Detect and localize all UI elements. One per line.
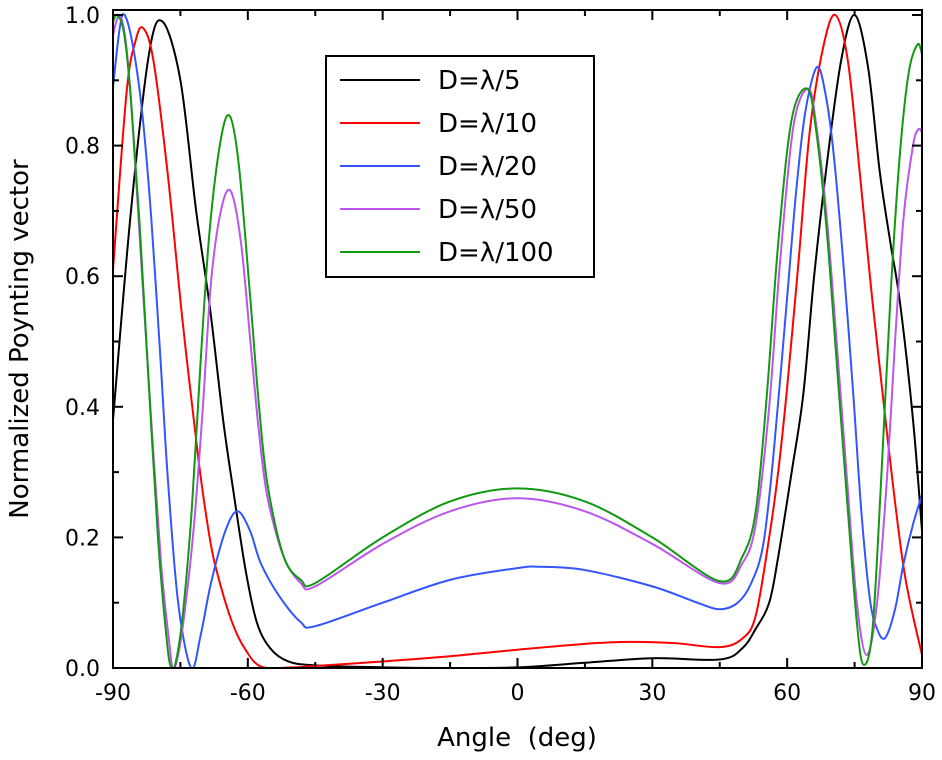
- y-tick-label: 0.0: [65, 657, 100, 682]
- legend-label: D=λ/20: [438, 152, 537, 182]
- y-tick-label: 0.8: [65, 135, 100, 160]
- legend-label: D=λ/5: [438, 66, 521, 96]
- legend-item: D=λ/20: [340, 152, 537, 182]
- series-line-5: [113, 13, 922, 668]
- x-tick-label: 0: [511, 681, 525, 706]
- series-line-2: [113, 13, 922, 668]
- series-line-1: [113, 14, 922, 668]
- y-tick-label: 0.4: [65, 396, 100, 421]
- axis-ticks: [112, 10, 923, 669]
- legend-item: D=λ/100: [340, 238, 554, 268]
- x-axis-label: Angle (deg): [437, 723, 597, 753]
- legend-item: D=λ/50: [340, 195, 537, 225]
- x-tick-label: -60: [230, 681, 266, 706]
- y-axis-label: Normalized Poynting vector: [5, 159, 35, 519]
- legend-label: D=λ/10: [438, 109, 537, 139]
- y-tick-label: 0.6: [65, 265, 100, 290]
- legend: D=λ/5 D=λ/10 D=λ/20 D=λ/50 D=λ/100: [325, 55, 595, 278]
- tick-labels: -90 -60 -30 0 30 60 90 0.0 0.2 0.4 0.6 0.8 1.0: [65, 4, 936, 706]
- legend-item: D=λ/5: [340, 66, 521, 96]
- legend-label: D=λ/100: [438, 238, 554, 268]
- x-tick-label: 60: [773, 681, 801, 706]
- x-tick-label: 30: [638, 681, 666, 706]
- series-lines: [113, 12, 922, 668]
- legend-item: D=λ/10: [340, 109, 537, 139]
- series-line-4: [113, 13, 922, 668]
- x-tick-label: -30: [365, 681, 401, 706]
- y-tick-label: 0.2: [65, 526, 100, 551]
- y-tick-label: 1.0: [65, 4, 100, 29]
- x-tick-label: -90: [95, 681, 131, 706]
- x-tick-label: 90: [908, 681, 936, 706]
- series-line-3: [113, 12, 922, 668]
- legend-label: D=λ/50: [438, 195, 537, 225]
